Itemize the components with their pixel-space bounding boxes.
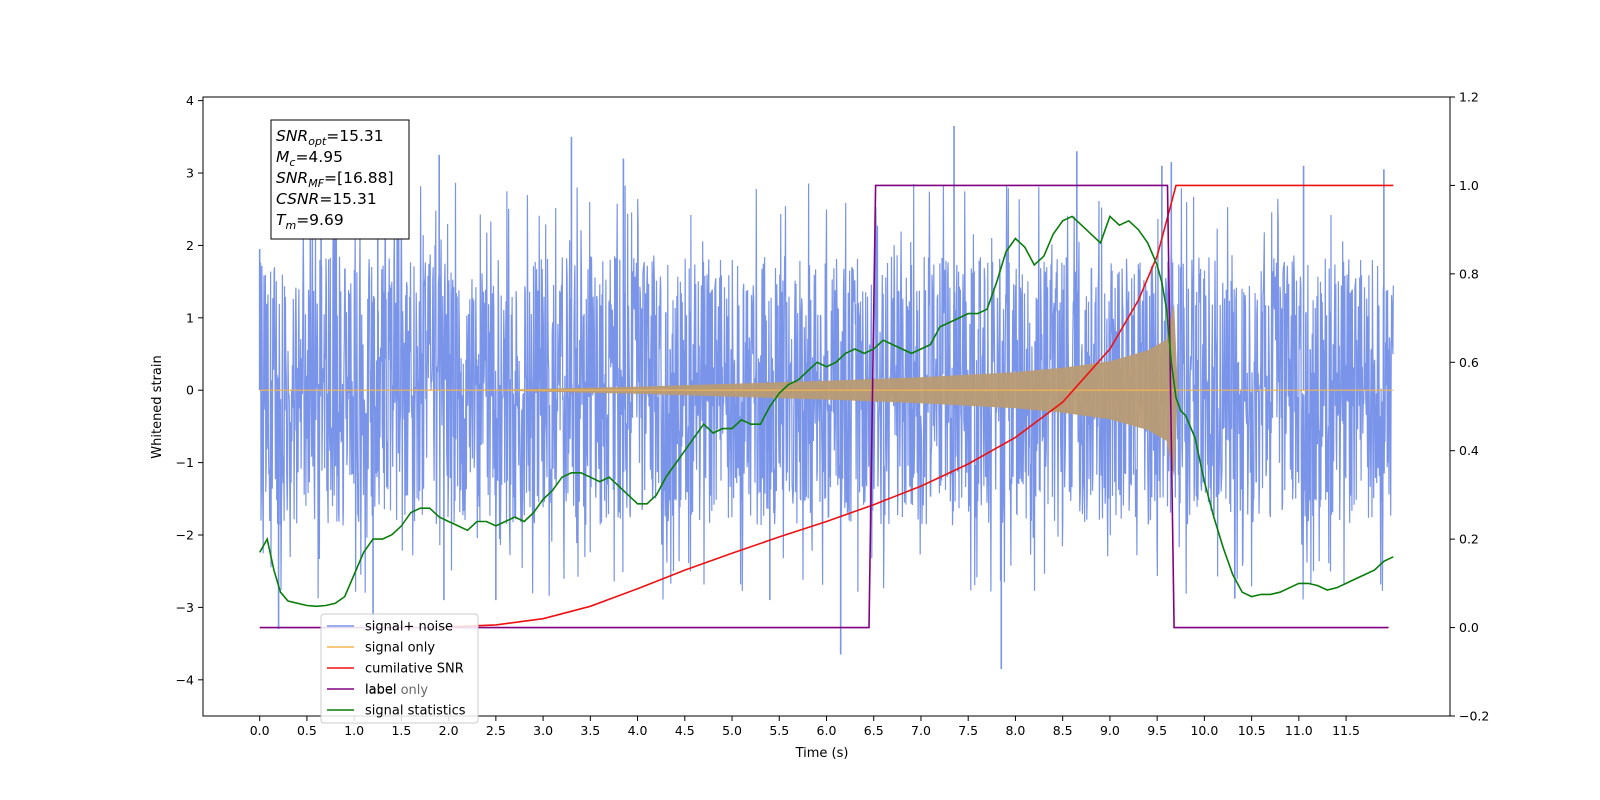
y-axis-left: 4 3 2 1 0 −1 −2 −3 −4 [176, 93, 203, 687]
y-tick-label-left: −1 [176, 455, 194, 470]
legend-box [320, 613, 479, 724]
label-line [259, 184, 1389, 629]
x-tick-label: 10.5 [1238, 723, 1266, 738]
x-tick-label: 9.5 [1147, 723, 1167, 738]
x-tick-label: 11.5 [1332, 723, 1360, 738]
annotation-line: SNRMF=[16.88] [276, 169, 394, 190]
x-tick-label: 5.0 [722, 723, 742, 738]
x-tick-label: 6.0 [817, 723, 837, 738]
y-axis-label: Whitened strain [150, 355, 165, 458]
annotation-line: SNRopt=15.31 [276, 127, 384, 148]
signal-only-series [259, 303, 1394, 478]
annotation-line: Tm=9.69 [276, 211, 344, 232]
x-tick-label: 3.0 [533, 723, 553, 738]
x-tick-label: 10.0 [1190, 723, 1218, 738]
x-tick-label: 9.0 [1100, 723, 1120, 738]
y-tick-label-left: −4 [176, 672, 194, 687]
x-tick-label: 5.5 [769, 723, 789, 738]
y-tick-label-left: 4 [186, 93, 194, 108]
legend-entry: label [365, 683, 396, 698]
x-tick-label: 4.0 [628, 723, 648, 738]
x-tick-label: 4.5 [675, 723, 695, 738]
y-tick-label-right: 0.4 [1459, 443, 1479, 458]
legend-entry: signal only [365, 641, 435, 656]
cumulative-snr-line [429, 184, 1394, 629]
y-tick-label-left: −2 [176, 528, 194, 543]
legend-entry: cumilative SNR [365, 662, 464, 677]
y-tick-label-left: 2 [186, 238, 194, 253]
line-series [259, 184, 1394, 629]
x-tick-label: 0.0 [250, 723, 270, 738]
x-tick-label: 8.5 [1053, 723, 1073, 738]
x-tick-label: 1.0 [344, 723, 364, 738]
x-tick-label: 11.0 [1285, 723, 1313, 738]
annotation-line: CSNR=15.31 [276, 190, 377, 208]
y-tick-label-right: 0.2 [1459, 532, 1479, 547]
x-tick-label: 7.0 [911, 723, 931, 738]
noise-series [258, 125, 1394, 669]
x-axis-label: Time (s) [795, 746, 849, 761]
legend-entry: signal+ noise [365, 620, 453, 635]
annotation-line: Mc=4.95 [276, 148, 343, 169]
noise-trace [259, 182, 1394, 600]
legend-entry: signal statistics [365, 704, 466, 719]
x-tick-label: 2.5 [486, 723, 506, 738]
y-axis-right: 1.2 1.0 0.8 0.6 0.4 0.2 0.0 −0.2 [1450, 90, 1489, 724]
x-axis: 0.0 0.5 1.0 1.5 2.0 2.5 3.0 3.5 4.0 4.5 5.0 5.5 6.0 6… [250, 716, 1360, 738]
y-tick-label-right: 0.8 [1459, 266, 1479, 281]
y-tick-label-right: 1.0 [1459, 178, 1479, 193]
y-tick-label-left: −3 [176, 600, 194, 615]
stats-annotation: SNRopt=15.31Mc=4.95SNRMF=[16.88]CSNR=15.… [270, 119, 410, 240]
y-tick-label-left: 3 [186, 166, 194, 181]
x-tick-label: 6.5 [864, 723, 884, 738]
y-tick-label-right: 0.0 [1459, 620, 1479, 635]
signal-statistics-line [259, 214, 1394, 608]
y-tick-label-left: 1 [186, 310, 194, 325]
y-tick-label-right: 1.2 [1459, 90, 1479, 105]
x-tick-label: 7.5 [958, 723, 978, 738]
x-tick-label: 3.5 [580, 723, 600, 738]
x-tick-label: 2.0 [439, 723, 459, 738]
x-tick-label: 8.0 [1005, 723, 1025, 738]
y-tick-label-right: 0.6 [1459, 355, 1479, 370]
legend-hidden-entry: label only [365, 683, 428, 698]
x-tick-label: 0.5 [297, 723, 317, 738]
y-tick-label-right: −0.2 [1459, 709, 1489, 724]
legend: signal+ noise signal only cumilative SNR la… [320, 613, 479, 724]
x-tick-label: 1.5 [391, 723, 411, 738]
y-tick-label-left: 0 [186, 383, 194, 398]
annotation-box [270, 119, 410, 240]
